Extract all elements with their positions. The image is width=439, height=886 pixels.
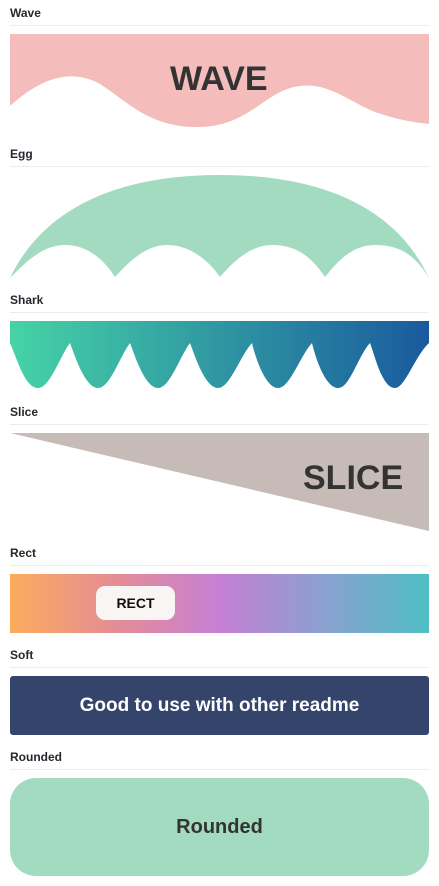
section-label-egg: Egg [10, 147, 33, 161]
shark-shape [10, 321, 429, 388]
section-label-wave: Wave [10, 6, 41, 20]
section-label-rect: Rect [10, 546, 37, 560]
slice-banner: SLICE [10, 433, 429, 531]
egg-shape [10, 175, 429, 278]
divider [10, 25, 429, 26]
section-label-rounded: Rounded [10, 750, 62, 764]
slice-title: SLICE [303, 459, 404, 497]
rounded-banner: Rounded [10, 778, 429, 876]
section-label-shark: Shark [10, 293, 44, 307]
divider [10, 166, 429, 167]
wave-shape [10, 34, 429, 128]
wave-banner: WAVE [10, 34, 429, 128]
rounded-banner-text: Rounded [176, 815, 263, 838]
rect-banner: RECT [10, 574, 429, 633]
slice-shape [10, 433, 429, 531]
wave-title: WAVE [170, 60, 268, 98]
egg-banner [10, 175, 429, 278]
section-label-slice: Slice [10, 405, 39, 419]
shark-banner [10, 321, 429, 388]
divider [10, 667, 429, 668]
divider [10, 312, 429, 313]
soft-banner: Good to use with other readme [10, 676, 429, 735]
divider [10, 769, 429, 770]
rect-chip: RECT [96, 586, 175, 620]
section-label-soft: Soft [10, 648, 34, 662]
divider [10, 424, 429, 425]
soft-banner-text: Good to use with other readme [79, 694, 360, 716]
divider [10, 565, 429, 566]
